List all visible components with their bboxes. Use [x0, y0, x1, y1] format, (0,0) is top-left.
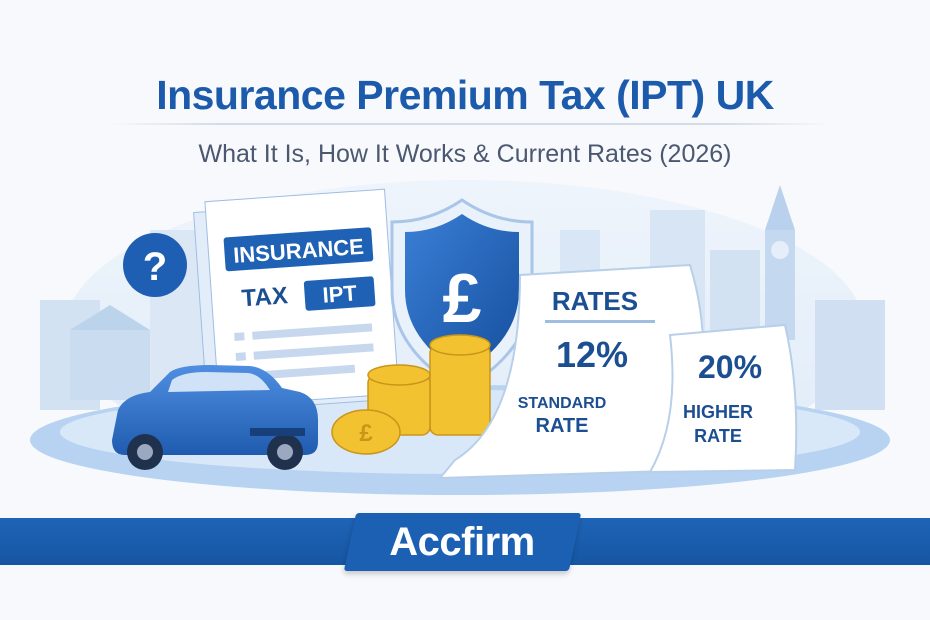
svg-text:RATES: RATES — [552, 286, 638, 316]
svg-text:£: £ — [443, 259, 482, 337]
coin-stacks: £ — [331, 334, 491, 455]
page-title: Insurance Premium Tax (IPT) UK — [156, 72, 774, 118]
svg-text:20%: 20% — [698, 349, 762, 385]
svg-text:£: £ — [359, 420, 373, 447]
question-icon: ? — [123, 233, 187, 297]
svg-text:RATE: RATE — [694, 426, 742, 446]
svg-text:IPT: IPT — [322, 280, 358, 307]
page-subtitle: What It Is, How It Works & Current Rates… — [198, 140, 732, 168]
shield-pound-icon: £ — [390, 198, 534, 392]
receipt-higher-rate: 20% HIGHER RATE — [648, 323, 798, 474]
brand-logo: Accfirm — [389, 520, 535, 564]
car-icon — [112, 365, 318, 470]
receipt-standard-rate: RATES 12% STANDARD RATE — [437, 263, 705, 480]
title-divider — [110, 123, 830, 125]
svg-text:STANDARD: STANDARD — [518, 395, 607, 412]
svg-text:HIGHER: HIGHER — [683, 402, 753, 422]
svg-text:RATE: RATE — [536, 415, 589, 437]
svg-text:TAX: TAX — [241, 282, 289, 312]
svg-text:12%: 12% — [556, 334, 628, 375]
svg-text:?: ? — [143, 245, 167, 289]
insurance-document: INSURANCE TAX IPT — [193, 188, 400, 413]
